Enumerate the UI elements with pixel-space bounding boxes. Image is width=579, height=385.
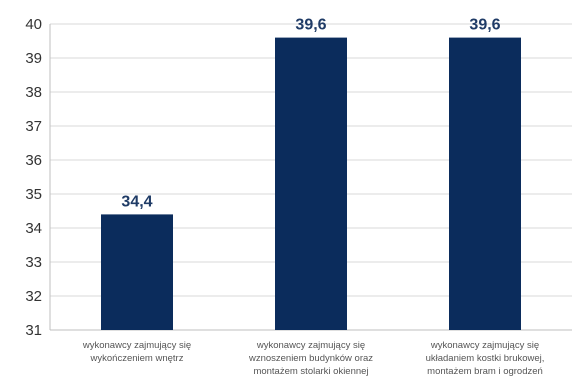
- x-category-label: wykonawcy zajmujący się wykończeniem wnęt…: [82, 340, 191, 364]
- x-category-label-line: wykonawcy zajmujący się: [430, 340, 539, 351]
- x-category-label-line: wznoszeniem budynków oraz: [248, 353, 373, 364]
- y-tick-label: 39: [25, 50, 42, 67]
- labels: 31 32 33 34 35 36 37 38 39 40 34,4 wykonawcy zajmuj…: [25, 16, 544, 377]
- y-tick-label: 31: [25, 322, 42, 339]
- y-tick-label: 37: [25, 118, 42, 135]
- data-label: 39,6: [469, 17, 500, 34]
- x-category-label-line: montażem bram i ogrodzeń: [427, 366, 543, 377]
- bars: [101, 37, 521, 330]
- y-tick-label: 35: [25, 186, 42, 203]
- data-label: 34,4: [121, 193, 152, 210]
- bar: [101, 214, 173, 330]
- bar: [275, 37, 347, 330]
- bar: [449, 37, 521, 330]
- x-category-label-line: wykończeniem wnętrz: [90, 353, 184, 364]
- x-category-label: wykonawcy zajmujący się układaniem kostki…: [426, 340, 545, 377]
- x-category-label-line: wykonawcy zajmujący się: [82, 340, 191, 351]
- x-category-label: wykonawcy zajmujący się wznoszeniem budyn…: [248, 340, 373, 377]
- y-tick-label: 36: [25, 152, 42, 169]
- x-category-label-line: wykonawcy zajmujący się: [256, 340, 365, 351]
- y-tick-label: 32: [25, 288, 42, 305]
- data-label: 39,6: [295, 17, 326, 34]
- x-category-label-line: montażem stolarki okiennej: [253, 366, 368, 377]
- y-tick-label: 40: [25, 16, 42, 33]
- y-tick-label: 38: [25, 84, 42, 101]
- y-tick-label: 33: [25, 254, 42, 271]
- y-tick-label: 34: [25, 220, 42, 237]
- x-category-label-line: układaniem kostki brukowej,: [426, 353, 545, 364]
